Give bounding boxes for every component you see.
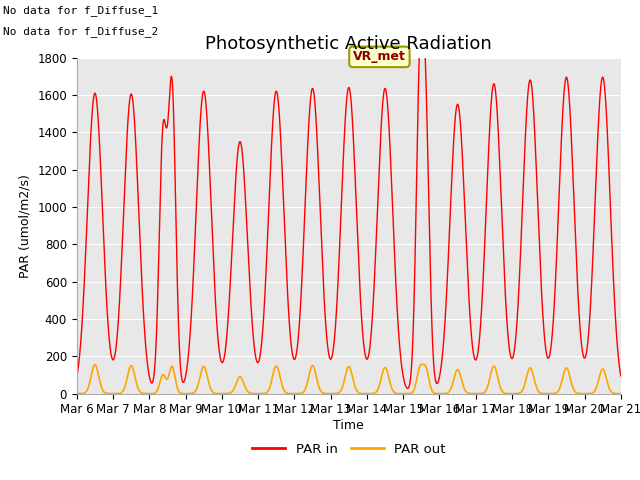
Title: Photosynthetic Active Radiation: Photosynthetic Active Radiation (205, 35, 492, 53)
Legend: PAR in, PAR out: PAR in, PAR out (246, 437, 451, 461)
Text: VR_met: VR_met (353, 50, 406, 63)
Y-axis label: PAR (umol/m2/s): PAR (umol/m2/s) (19, 174, 32, 277)
X-axis label: Time: Time (333, 419, 364, 432)
Text: No data for f_Diffuse_2: No data for f_Diffuse_2 (3, 26, 159, 37)
Text: No data for f_Diffuse_1: No data for f_Diffuse_1 (3, 5, 159, 16)
